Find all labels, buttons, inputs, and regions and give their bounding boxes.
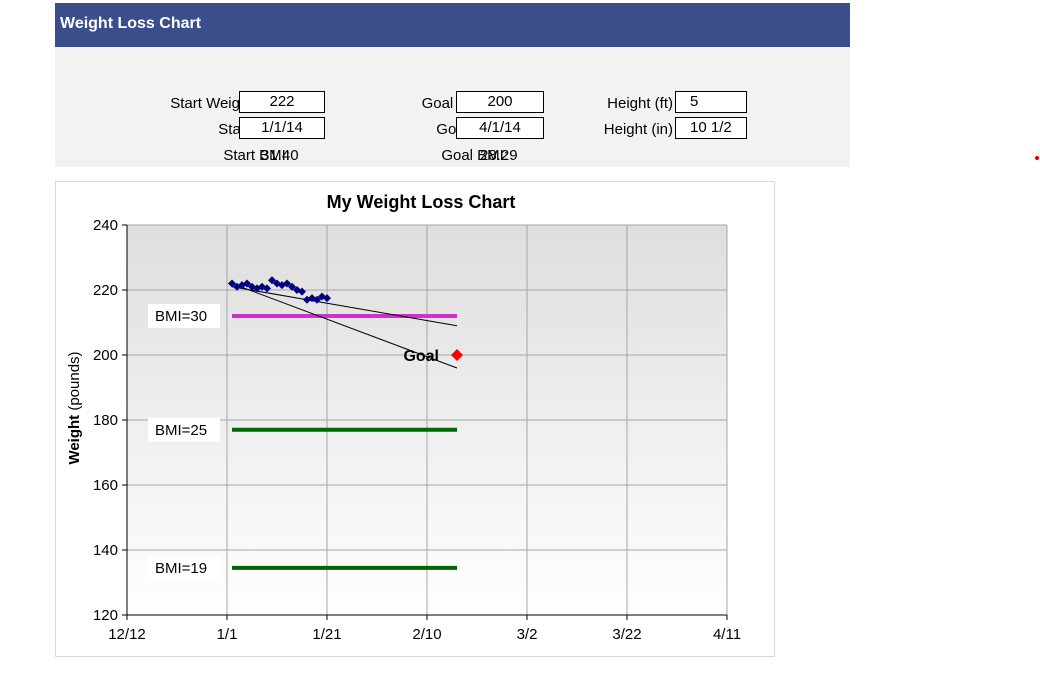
x-tick-label: 3/2: [517, 626, 538, 643]
sheet-title: Weight Loss Chart: [60, 15, 202, 32]
y-tick-label: 180: [93, 412, 118, 429]
goal-bmi-label: Goal BMI:: [441, 147, 508, 164]
bmi-label: BMI=25: [155, 422, 207, 439]
weight-point: [288, 282, 296, 291]
weight-point: [283, 279, 291, 288]
x-tick-label: 4/11: [713, 626, 741, 643]
x-tick-label: 1/21: [312, 626, 341, 643]
weight-point: [228, 279, 236, 288]
bmi-label-bg: [148, 304, 220, 328]
weight-point: [243, 279, 251, 288]
y-tick-label: 200: [93, 347, 118, 364]
goal-bmi-value: 28.29: [480, 147, 518, 164]
weight-point: [263, 284, 271, 293]
goal-date-field[interactable]: 4/1/14: [456, 117, 544, 139]
weight-point: [268, 276, 276, 285]
start-weight-field[interactable]: 222: [239, 91, 325, 113]
weight-point: [323, 294, 331, 303]
y-axis-label-bold: Weight: [66, 415, 83, 465]
x-tick-label: 12/12: [108, 626, 146, 643]
height-in-label: Height (in): [603, 121, 673, 138]
x-tick-label: 1/1: [217, 626, 238, 643]
y-axis-label-rest: (pounds): [66, 351, 83, 414]
y-tick-label: 220: [93, 282, 118, 299]
input-panel: Start Weight (lbs): 222 Start Date: 1/1/…: [55, 47, 850, 167]
height-ft-field[interactable]: 5: [675, 91, 747, 113]
start-bmi-label: Start BMI:: [223, 147, 290, 164]
goal-weight-field[interactable]: 200: [456, 91, 544, 113]
height-ft-label: Height (ft): [607, 95, 673, 112]
y-tick-label: 120: [93, 607, 118, 624]
tick-labels: 240 220 200 180 160 140 120 12/12 1/1 1/21 2/10 3/2…: [93, 217, 741, 643]
y-tick-label: 240: [93, 217, 118, 234]
height-in-field[interactable]: 10 1/2: [675, 117, 747, 139]
chart-title: My Weight Loss Chart: [327, 192, 516, 212]
y-tick-label: 140: [93, 542, 118, 559]
x-tick-label: 3/22: [612, 626, 641, 643]
trend-lines: [231, 283, 458, 369]
gridlines: [127, 224, 728, 615]
weight-point: [298, 287, 306, 296]
goal-label: Goal: [403, 348, 439, 365]
y-tick-label: 160: [93, 477, 118, 494]
weight-point: [313, 295, 321, 304]
trend-line: [231, 286, 458, 327]
weight-points: [228, 276, 331, 304]
bmi-label-bg: [148, 555, 220, 580]
bmi-label: BMI=30: [155, 308, 207, 325]
y-axis-label: Weight (pounds): [66, 351, 83, 464]
bmi-label: BMI=19: [155, 560, 207, 577]
bmi-label-bg: [148, 417, 220, 442]
start-bmi-value: 31.40: [261, 147, 299, 164]
bmi-lines: BMI=30 BMI=25 BMI=19: [148, 304, 457, 580]
trend-line: [231, 283, 458, 369]
x-tick-label: 2/10: [412, 626, 441, 643]
cell-marker: [1035, 156, 1039, 160]
goal-marker: [451, 349, 463, 361]
axes: [122, 224, 728, 620]
goal-marker-group: Goal: [403, 348, 463, 365]
start-date-field[interactable]: 1/1/14: [239, 117, 325, 139]
sheet-header: Weight Loss Chart: [55, 3, 850, 47]
